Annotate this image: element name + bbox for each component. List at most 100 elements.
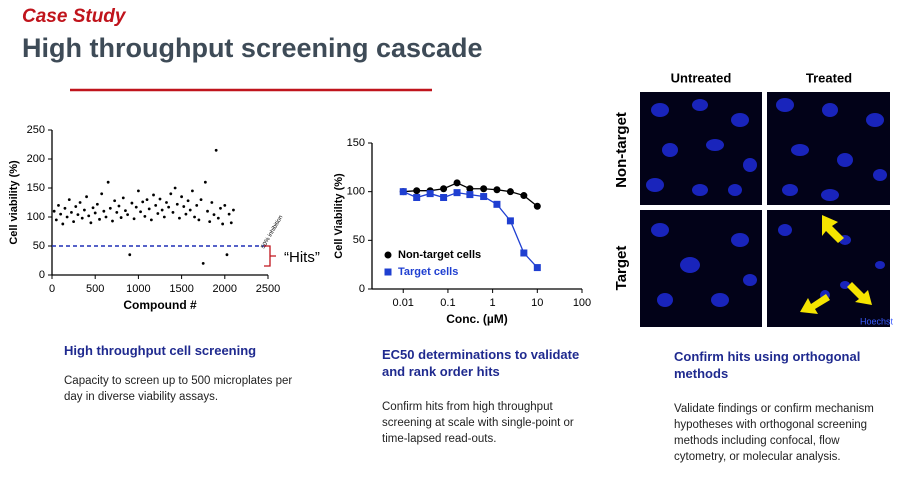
marker (506, 188, 514, 196)
x-tick-label: 1000 (126, 283, 150, 295)
point (98, 217, 101, 221)
point (171, 210, 175, 214)
y-tick-label: 50 (33, 240, 45, 252)
point (197, 218, 201, 222)
marker (413, 194, 421, 202)
point (63, 206, 67, 210)
point (212, 213, 216, 217)
point (145, 198, 149, 202)
arrows (800, 215, 872, 314)
point (201, 262, 205, 265)
marker (466, 185, 474, 193)
point (134, 205, 138, 209)
y-tick-label: 150 (347, 137, 365, 149)
y-tick-label: 0 (39, 269, 45, 281)
point (72, 220, 75, 224)
row-label: Non-target (613, 112, 630, 188)
x-tick-label: 1 (490, 297, 496, 309)
point (95, 202, 99, 206)
point (203, 180, 207, 184)
marker (533, 264, 541, 272)
point (180, 195, 184, 199)
point (184, 212, 188, 216)
column-heading: EC50 determinations to validate and rank… (382, 347, 580, 379)
point (167, 205, 171, 209)
marker (440, 194, 448, 202)
column-heading: Confirm hits using orthogonal methods (674, 349, 861, 381)
marker (399, 188, 407, 196)
point (104, 215, 108, 219)
point (57, 204, 60, 207)
point (195, 204, 199, 207)
marker (440, 185, 448, 193)
marker (480, 193, 488, 201)
marker (506, 217, 514, 225)
point (221, 222, 225, 226)
x-axis-title: Conc. (µM) (446, 312, 508, 326)
hits-bracket (264, 245, 276, 267)
point (83, 208, 86, 212)
legend-label: Target cells (398, 266, 458, 278)
point (52, 209, 56, 213)
point (186, 199, 190, 203)
column-body: Capacity to screen up to 500 microplates… (64, 375, 293, 403)
point (113, 199, 117, 203)
point (115, 210, 119, 214)
point (130, 201, 134, 205)
point (219, 206, 222, 210)
point (141, 200, 145, 204)
point (76, 213, 80, 217)
marker (413, 187, 421, 195)
point (100, 192, 104, 196)
column-body: Confirm hits from high throughput screen… (382, 401, 574, 445)
point (89, 221, 93, 225)
marker (466, 191, 474, 199)
point (225, 253, 229, 257)
point (149, 218, 153, 222)
point (87, 214, 91, 218)
column-label: Untreated (671, 70, 732, 85)
point (208, 220, 212, 224)
x-tick-label: 1500 (169, 283, 193, 295)
point (85, 195, 88, 199)
x-tick-label: 2000 (213, 283, 237, 295)
x-tick-label: 0 (49, 283, 55, 295)
point (65, 215, 69, 219)
y-tick-label: 100 (347, 186, 365, 198)
x-tick-label: 100 (573, 297, 591, 309)
y-tick-label: 50 (353, 234, 365, 246)
marker (520, 192, 528, 200)
x-tick-label: 10 (531, 297, 543, 309)
point (78, 201, 82, 204)
reference-label: 50% inhibition (261, 215, 285, 250)
column-heading: High throughput cell screening (64, 343, 257, 358)
point (106, 180, 110, 184)
point (54, 218, 58, 222)
column-label: Treated (806, 70, 852, 85)
point (117, 204, 121, 208)
point (128, 253, 132, 257)
point (178, 216, 181, 220)
point (188, 208, 192, 212)
y-tick-label: 0 (359, 283, 365, 295)
column-body: Validate findings or confirm mechanism h… (674, 403, 874, 463)
point (160, 208, 164, 212)
point (121, 196, 125, 200)
slide-title: High throughput screening cascade (22, 33, 483, 63)
annotation: “Hits” (284, 249, 320, 266)
x-tick-label: 0.1 (440, 297, 455, 309)
marker (384, 268, 392, 276)
point (61, 222, 65, 226)
point (169, 192, 173, 196)
point (80, 216, 84, 220)
point (223, 204, 227, 207)
y-tick-label: 150 (27, 182, 45, 194)
marker (453, 189, 461, 197)
point (152, 193, 155, 197)
point (193, 215, 196, 219)
point (175, 202, 179, 206)
case-label: Case Study (22, 6, 127, 27)
point (59, 212, 63, 216)
